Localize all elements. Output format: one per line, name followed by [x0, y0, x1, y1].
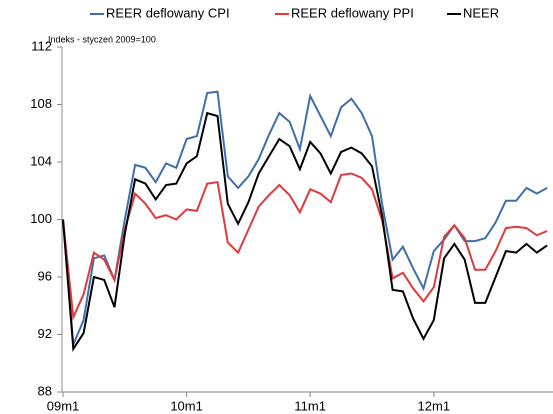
legend-label: REER deflowany PPI — [291, 5, 414, 20]
y-tick-label: 108 — [30, 96, 52, 111]
x-tick-label: 12m1 — [418, 398, 451, 413]
y-tick-label: 104 — [30, 153, 52, 168]
x-tick-label: 10m1 — [170, 398, 203, 413]
legend-label: NEER — [463, 5, 499, 20]
series-line — [62, 172, 548, 321]
y-tick-label: 100 — [30, 211, 52, 226]
y-axis-label: Indeks - styczeń 2009=100 — [48, 34, 156, 44]
y-tick-label: 92 — [38, 326, 52, 341]
x-tick-label: 11m1 — [294, 398, 326, 413]
y-tick-label: 88 — [38, 383, 52, 398]
legend-label: REER deflowany CPI — [106, 5, 230, 20]
series-line — [62, 111, 548, 352]
series-line — [62, 90, 548, 345]
y-tick-label: 112 — [31, 38, 52, 53]
x-tick-label: 09m1 — [47, 398, 80, 413]
y-tick-label: 96 — [38, 268, 52, 283]
